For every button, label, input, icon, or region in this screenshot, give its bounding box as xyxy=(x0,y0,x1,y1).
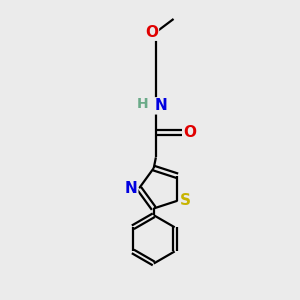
Text: O: O xyxy=(183,125,196,140)
Text: N: N xyxy=(124,181,137,196)
Text: H: H xyxy=(137,98,148,111)
Text: S: S xyxy=(180,193,191,208)
Text: N: N xyxy=(155,98,168,113)
Text: O: O xyxy=(145,25,158,40)
